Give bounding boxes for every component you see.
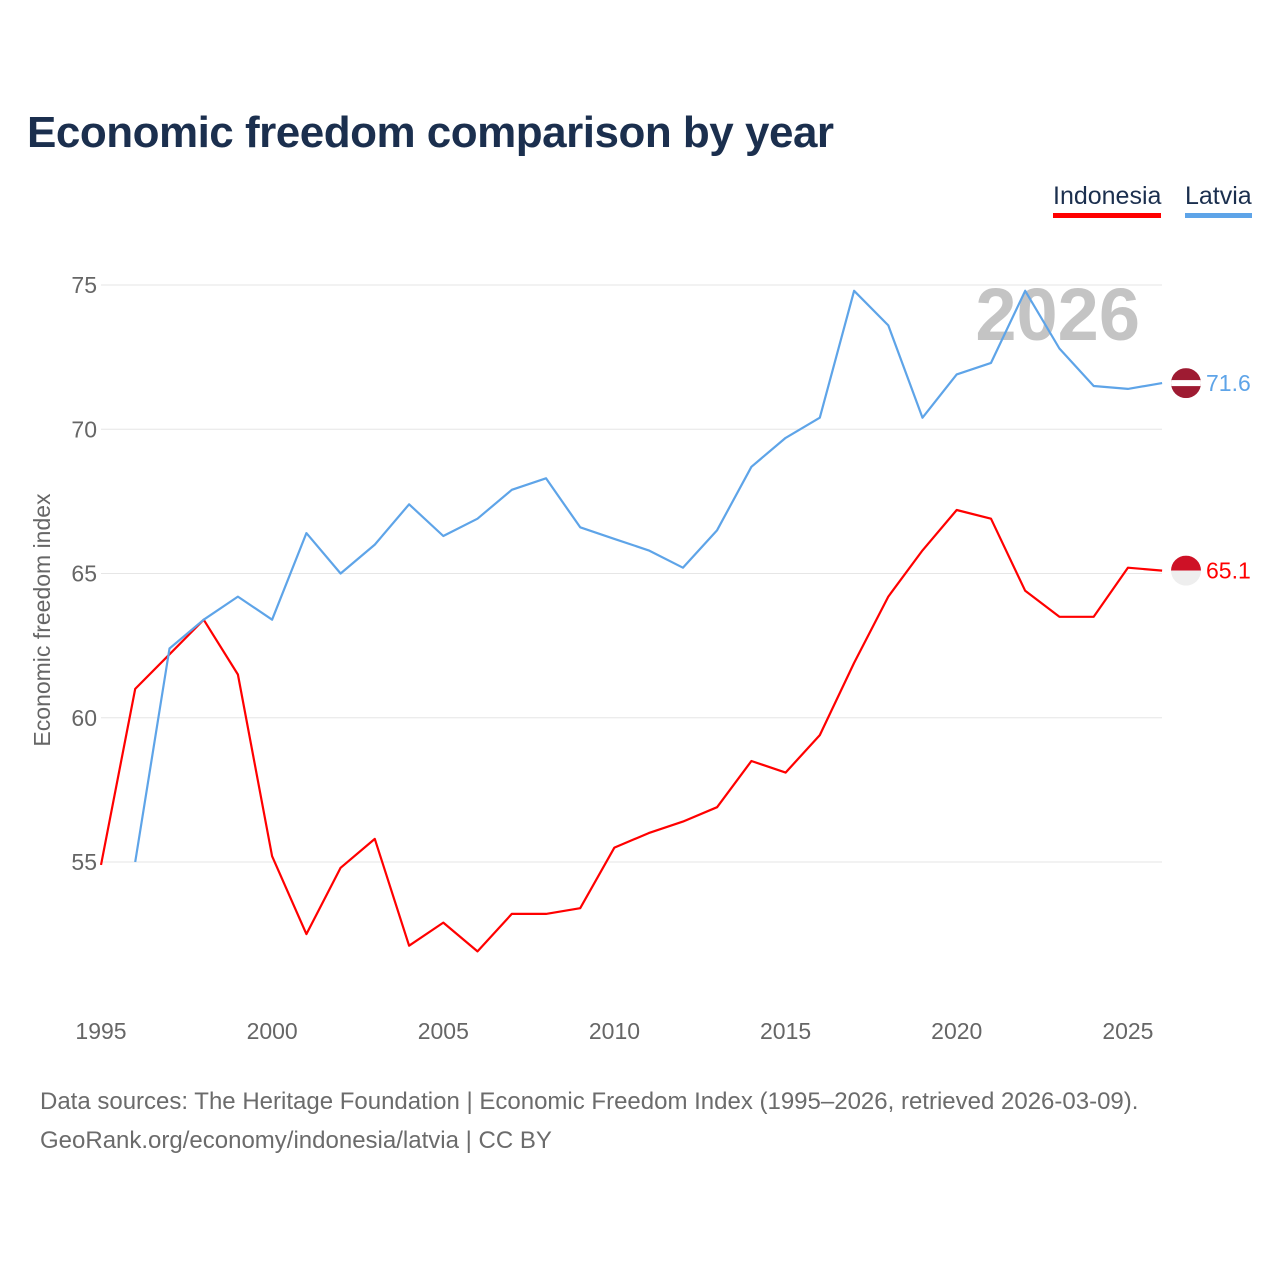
x-tick-label: 2015 bbox=[760, 1018, 811, 1044]
x-tick-label: 2010 bbox=[589, 1018, 640, 1044]
indonesia-flag-icon bbox=[1171, 555, 1201, 571]
series-line-latvia bbox=[134, 289, 1163, 863]
indonesia-flag-white bbox=[1171, 570, 1201, 586]
chart-title: Economic freedom comparison by year bbox=[27, 108, 834, 157]
end-value-label-indonesia: 65.1 bbox=[1206, 558, 1251, 584]
y-tick-label: 70 bbox=[71, 416, 97, 442]
series-line-indonesia bbox=[99, 508, 1163, 953]
end-value-label-latvia: 71.6 bbox=[1206, 370, 1251, 396]
y-tick-label: 75 bbox=[71, 272, 97, 298]
footer-sources: Data sources: The Heritage Foundation | … bbox=[40, 1088, 1139, 1115]
x-tick-label: 2020 bbox=[931, 1018, 982, 1044]
x-tick-label: 2025 bbox=[1102, 1018, 1153, 1044]
year-watermark: 2026 bbox=[975, 273, 1140, 356]
x-tick-label: 2005 bbox=[418, 1018, 469, 1044]
y-tick-label: 55 bbox=[71, 849, 97, 875]
latvia-flag-stripe bbox=[1171, 380, 1201, 387]
x-tick-label: 1995 bbox=[75, 1018, 126, 1044]
legend-latvia[interactable]: Latvia bbox=[1185, 182, 1252, 218]
y-axis-label: Economic freedom index bbox=[29, 493, 55, 747]
legend-indonesia[interactable]: Indonesia bbox=[1053, 182, 1162, 218]
y-tick-label: 60 bbox=[71, 705, 97, 731]
y-tick-label: 65 bbox=[71, 561, 97, 587]
footer-credit[interactable]: GeoRank.org/economy/indonesia/latvia | C… bbox=[40, 1127, 552, 1154]
x-tick-label: 2000 bbox=[247, 1018, 298, 1044]
